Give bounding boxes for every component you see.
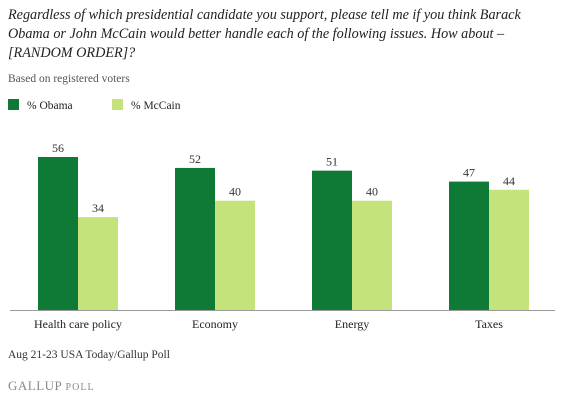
data-label-mccain: 40 [366,185,378,199]
data-label-mccain: 34 [92,201,104,215]
legend-swatch-mccain [112,99,123,110]
legend-label-obama: % Obama [27,100,73,112]
legend-swatch-obama [8,99,19,110]
data-label-obama: 51 [326,155,338,169]
legend-label-mccain: % McCain [131,100,181,112]
data-label-obama: 47 [463,166,475,180]
bar-mccain [78,217,118,310]
legend-item-obama: % Obama [8,99,73,112]
source-note: Aug 21-23 USA Today/Gallup Poll [8,349,170,361]
data-label-obama: 52 [189,152,201,166]
bar-mccain [489,189,529,310]
brand-suffix: POLL [65,382,95,393]
category-label: Taxes [475,317,503,331]
bar-obama [175,167,215,310]
gallup-logo: GALLUP POLL [8,378,95,394]
legend-item-mccain: % McCain [112,99,181,112]
category-label: Energy [335,317,369,331]
bar-obama [38,157,78,310]
data-label-mccain: 40 [229,185,241,199]
data-label-obama: 56 [52,141,64,155]
chart-subtitle: Based on registered voters [8,73,130,85]
bar-obama [449,181,489,310]
category-label: Health care policy [34,317,122,331]
category-label: Economy [192,317,238,331]
bar-mccain [215,200,255,310]
data-label-mccain: 44 [503,174,515,188]
brand-name: GALLUP [8,378,62,393]
bar-mccain [352,200,392,310]
bar-obama [312,170,352,310]
survey-question: Regardless of which presidential candida… [8,7,521,61]
